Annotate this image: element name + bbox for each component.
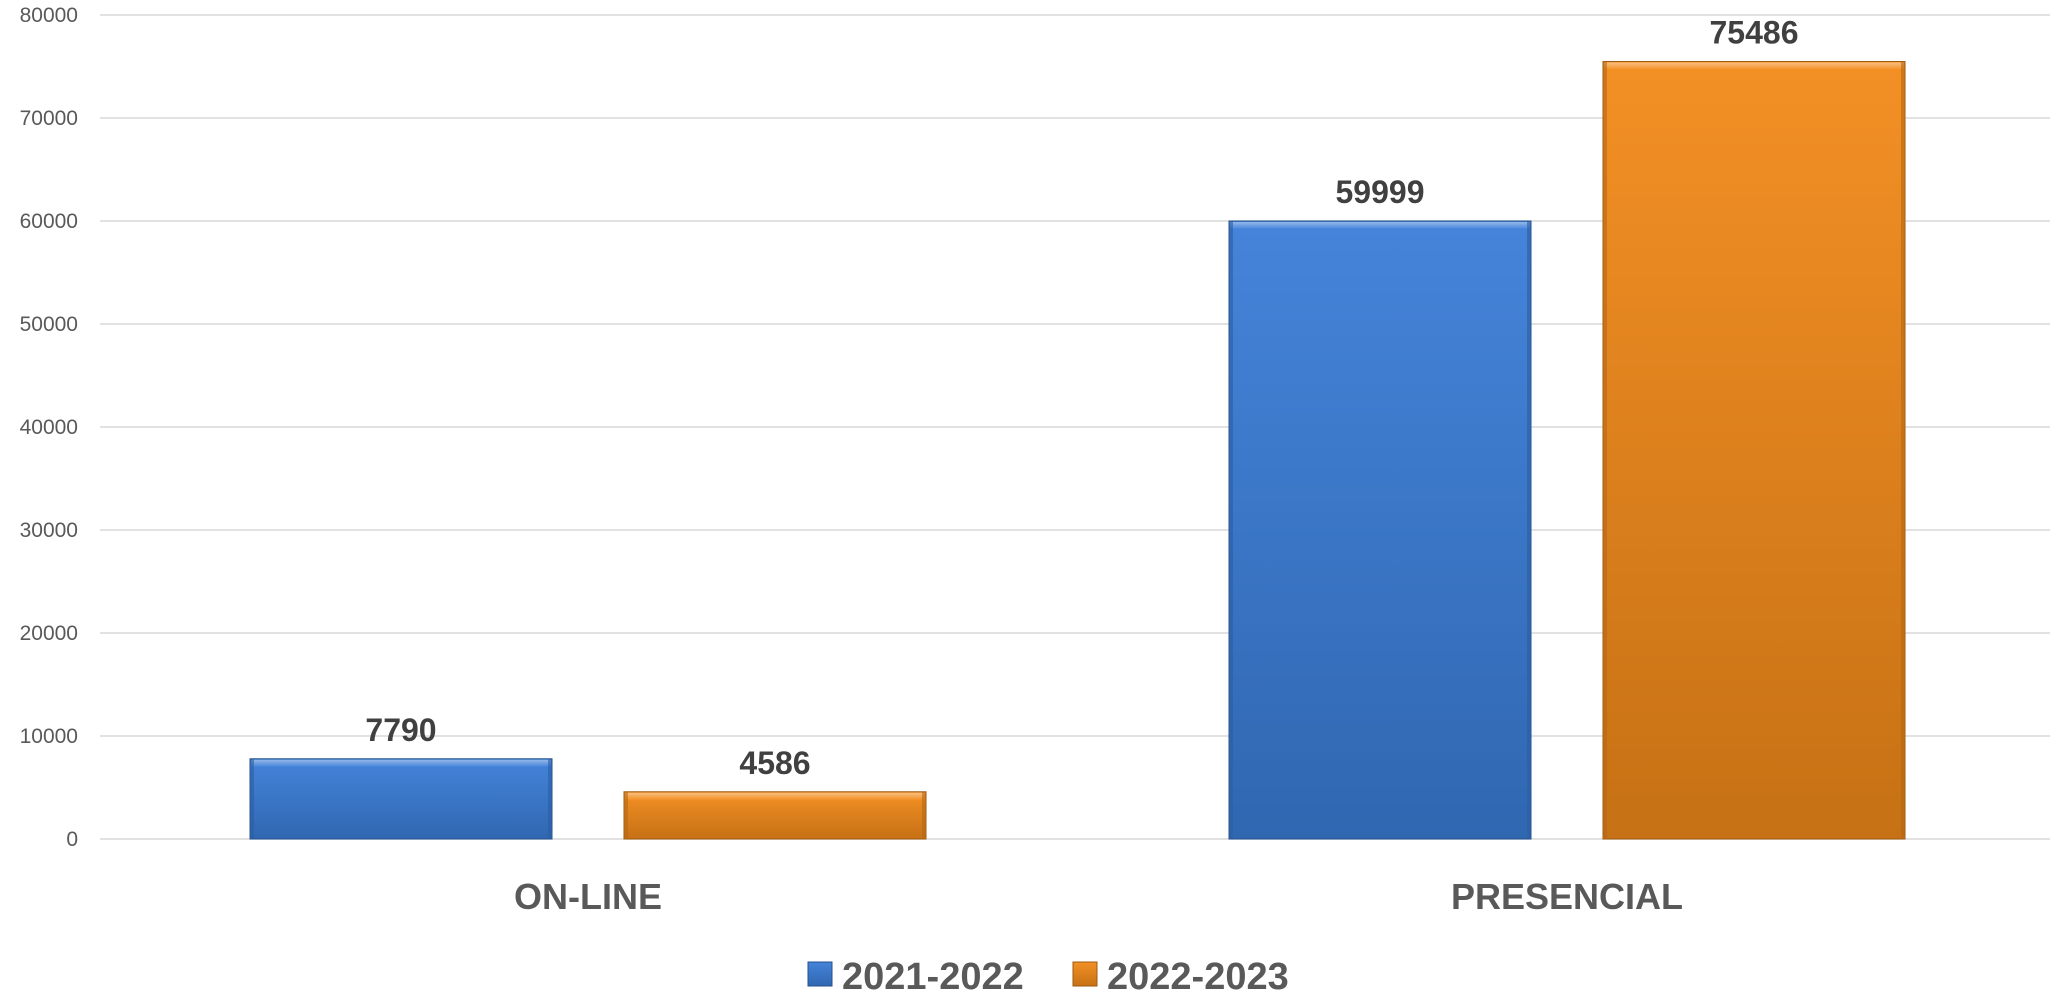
bar-2021-2022-ON-LINE bbox=[249, 758, 553, 840]
legend-label: 2021-2022 bbox=[842, 956, 1024, 993]
legend-swatch bbox=[1072, 961, 1098, 987]
y-tick-label: 80000 bbox=[20, 4, 78, 27]
y-tick-label: 20000 bbox=[20, 622, 78, 645]
x-category-label: ON-LINE bbox=[514, 876, 662, 917]
legend: 2021-2022 2022-2023 bbox=[807, 956, 1289, 993]
data-label: 4586 bbox=[739, 745, 810, 781]
data-label: 75486 bbox=[1710, 14, 1799, 50]
y-tick-label: 30000 bbox=[20, 519, 78, 542]
data-labels: 7790 59999 4586 75486 bbox=[365, 14, 1798, 780]
bar-2022-2023-PRESENCIAL bbox=[1602, 60, 1906, 840]
data-label: 7790 bbox=[365, 712, 436, 748]
data-label: 59999 bbox=[1336, 174, 1425, 210]
y-tick-label: 50000 bbox=[20, 313, 78, 336]
legend-item: 2021-2022 bbox=[807, 956, 1024, 993]
x-axis-categories: ON-LINE PRESENCIAL bbox=[514, 876, 1683, 917]
bar-2022-2023-ON-LINE bbox=[623, 791, 927, 840]
y-tick-label: 40000 bbox=[20, 416, 78, 439]
legend-label: 2022-2023 bbox=[1107, 956, 1289, 993]
y-tick-label: 0 bbox=[66, 828, 78, 851]
bar-2021-2022-PRESENCIAL bbox=[1228, 220, 1532, 840]
bars bbox=[249, 60, 1906, 840]
y-tick-label: 10000 bbox=[20, 725, 78, 748]
y-tick-label: 60000 bbox=[20, 210, 78, 233]
y-axis-ticks: 0 10000 20000 30000 40000 50000 60000 70000 8000… bbox=[20, 4, 78, 851]
y-tick-label: 70000 bbox=[20, 107, 78, 130]
gridlines bbox=[100, 14, 2050, 840]
x-category-label: PRESENCIAL bbox=[1451, 876, 1683, 917]
legend-item: 2022-2023 bbox=[1072, 956, 1289, 993]
legend-swatch bbox=[807, 961, 833, 987]
